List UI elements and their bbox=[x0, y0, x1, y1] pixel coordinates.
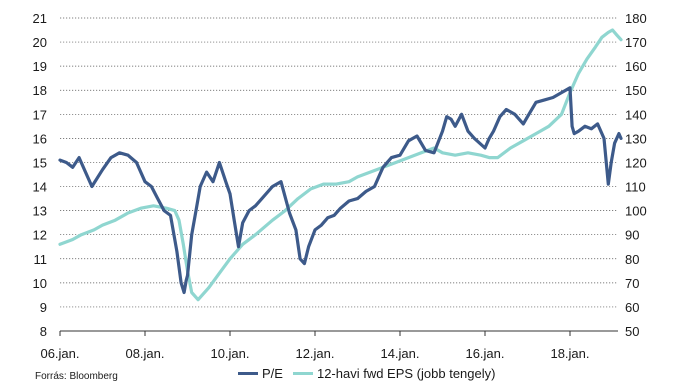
y-right-tick-label: 80 bbox=[625, 252, 639, 267]
y-left-tick-label: 18 bbox=[33, 83, 47, 98]
y-right-tick-label: 50 bbox=[625, 324, 639, 339]
y-right-tick-label: 170 bbox=[625, 35, 647, 50]
y-right-tick-label: 120 bbox=[625, 155, 647, 170]
axes bbox=[59, 330, 618, 336]
y-right-tick-label: 110 bbox=[625, 180, 646, 195]
y-left-tick-label: 8 bbox=[40, 324, 47, 339]
y-left-tick-label: 9 bbox=[40, 300, 47, 315]
x-tick-label: 18.jan. bbox=[550, 346, 589, 361]
legend-item-eps: 12-havi fwd EPS (jobb tengely) bbox=[292, 366, 496, 381]
x-tick-label: 16.jan. bbox=[465, 346, 504, 361]
x-axis-tick-labels: 06.jan. 08.jan. 10.jan. 12.jan. 14.jan. 16.ja… bbox=[40, 346, 589, 361]
y-left-tick-label: 20 bbox=[33, 35, 47, 50]
legend: P/E 12-havi fwd EPS (jobb tengely) bbox=[238, 366, 495, 381]
gridlines bbox=[60, 17, 618, 308]
y-right-tick-label: 180 bbox=[625, 11, 647, 26]
legend-swatch-pe bbox=[238, 372, 258, 375]
y-right-tick-label: 100 bbox=[625, 204, 647, 219]
series-line-pe bbox=[58, 86, 623, 295]
y-left-tick-label: 21 bbox=[33, 11, 47, 26]
series-line-eps bbox=[58, 28, 623, 302]
x-tick-label: 10.jan. bbox=[210, 346, 249, 361]
x-tick-label: 14.jan. bbox=[380, 346, 419, 361]
x-tick-label: 12.jan. bbox=[295, 346, 334, 361]
source-note: Forrás: Bloomberg bbox=[35, 371, 118, 382]
legend-swatch-eps bbox=[292, 372, 313, 375]
y-right-tick-label: 90 bbox=[625, 228, 639, 243]
y-right-tick-label: 130 bbox=[625, 131, 647, 146]
y-axis-right-tick-labels: 50 60 70 80 90 100 110 120 130 140 150 160 170 180 bbox=[625, 11, 647, 339]
y-left-tick-label: 10 bbox=[33, 276, 47, 291]
y-left-tick-label: 13 bbox=[33, 204, 47, 219]
y-left-tick-label: 14 bbox=[33, 180, 47, 195]
series-lines bbox=[58, 28, 623, 302]
y-left-tick-label: 19 bbox=[33, 59, 47, 74]
y-left-tick-label: 12 bbox=[33, 228, 47, 243]
y-left-tick-label: 17 bbox=[33, 107, 47, 122]
legend-item-pe: P/E bbox=[238, 366, 283, 381]
y-left-tick-label: 15 bbox=[33, 155, 47, 170]
y-axis-left-tick-labels: 8 9 10 11 12 13 14 15 16 17 18 19 20 21 bbox=[33, 11, 47, 339]
y-right-tick-label: 160 bbox=[625, 59, 647, 74]
y-right-tick-label: 150 bbox=[625, 83, 647, 98]
y-right-tick-label: 140 bbox=[625, 107, 647, 122]
y-right-tick-label: 60 bbox=[625, 300, 639, 315]
legend-label-pe: P/E bbox=[262, 366, 283, 381]
y-left-tick-label: 11 bbox=[34, 252, 48, 267]
legend-label-eps: 12-havi fwd EPS (jobb tengely) bbox=[316, 366, 496, 381]
y-left-tick-label: 16 bbox=[33, 131, 47, 146]
x-tick-label: 08.jan. bbox=[125, 346, 164, 361]
y-right-tick-label: 70 bbox=[625, 276, 639, 291]
x-tick-label: 06.jan. bbox=[40, 346, 79, 361]
